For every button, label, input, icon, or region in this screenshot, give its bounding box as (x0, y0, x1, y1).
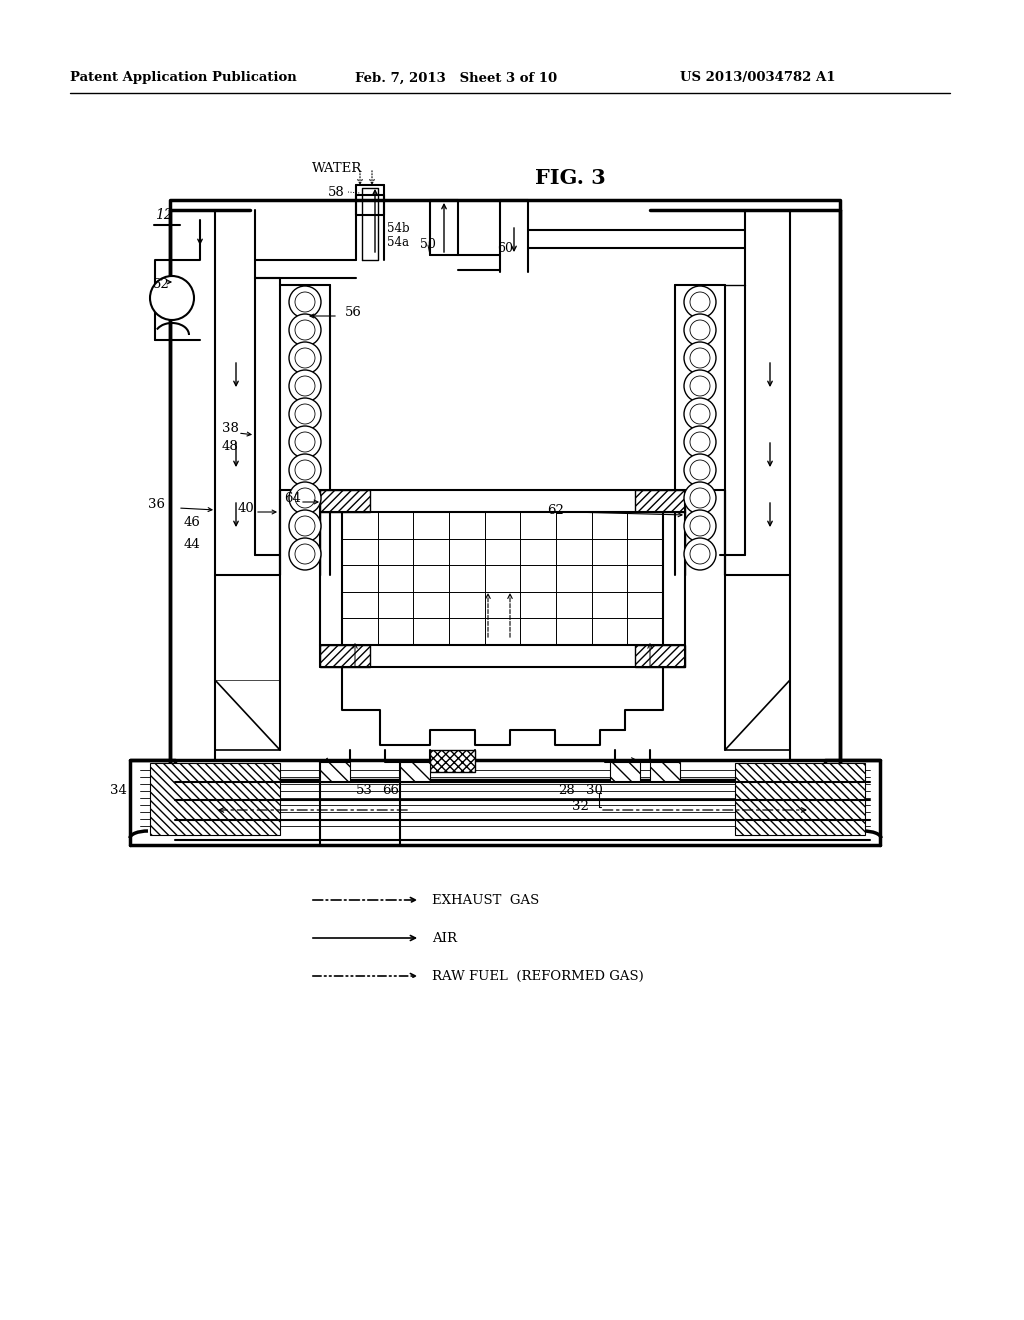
Circle shape (289, 426, 321, 458)
Text: 36: 36 (148, 499, 165, 511)
Circle shape (295, 459, 315, 480)
Circle shape (684, 454, 716, 486)
Text: EXHAUST  GAS: EXHAUST GAS (432, 894, 540, 907)
Text: 32: 32 (572, 800, 589, 813)
Circle shape (295, 292, 315, 312)
Circle shape (289, 342, 321, 374)
Circle shape (690, 432, 710, 451)
Text: Feb. 7, 2013   Sheet 3 of 10: Feb. 7, 2013 Sheet 3 of 10 (355, 71, 557, 84)
Text: 28: 28 (558, 784, 574, 796)
Text: 40: 40 (238, 502, 255, 515)
Circle shape (295, 516, 315, 536)
Circle shape (690, 459, 710, 480)
Bar (430, 750, 475, 772)
Text: 66: 66 (382, 784, 399, 796)
Text: 50: 50 (420, 239, 436, 252)
Bar (319, 490, 370, 512)
Bar (735, 763, 865, 836)
Circle shape (684, 342, 716, 374)
Bar (319, 645, 370, 667)
Circle shape (684, 510, 716, 543)
Circle shape (295, 488, 315, 508)
Bar (150, 763, 280, 836)
Text: 54a: 54a (387, 235, 409, 248)
Circle shape (289, 286, 321, 318)
Text: AIR: AIR (432, 932, 457, 945)
Circle shape (295, 404, 315, 424)
Bar (319, 762, 350, 781)
Text: RAW FUEL  (REFORMED GAS): RAW FUEL (REFORMED GAS) (432, 969, 644, 982)
Text: FIG. 3: FIG. 3 (535, 168, 605, 187)
Text: 58: 58 (328, 186, 345, 198)
Circle shape (690, 544, 710, 564)
Circle shape (690, 376, 710, 396)
Circle shape (150, 276, 194, 319)
Circle shape (289, 399, 321, 430)
Circle shape (289, 510, 321, 543)
Text: 44: 44 (184, 539, 201, 552)
Circle shape (684, 426, 716, 458)
Circle shape (289, 370, 321, 403)
Circle shape (690, 516, 710, 536)
Bar (610, 762, 640, 781)
Circle shape (684, 482, 716, 513)
Text: 48: 48 (222, 441, 239, 454)
Text: 46: 46 (184, 516, 201, 529)
Bar (400, 762, 430, 781)
Text: 62: 62 (547, 503, 564, 516)
Text: 56: 56 (345, 306, 361, 319)
Text: 30: 30 (586, 784, 603, 796)
Circle shape (684, 286, 716, 318)
Circle shape (690, 348, 710, 368)
Circle shape (289, 539, 321, 570)
Text: 54b: 54b (387, 222, 410, 235)
Circle shape (684, 539, 716, 570)
Circle shape (684, 399, 716, 430)
Bar (635, 490, 685, 512)
Text: US 2013/0034782 A1: US 2013/0034782 A1 (680, 71, 836, 84)
Circle shape (295, 432, 315, 451)
Circle shape (690, 404, 710, 424)
Text: 34: 34 (110, 784, 127, 796)
Text: 12: 12 (155, 209, 173, 222)
Bar (635, 645, 685, 667)
Circle shape (289, 454, 321, 486)
Circle shape (295, 544, 315, 564)
Text: Patent Application Publication: Patent Application Publication (70, 71, 297, 84)
Circle shape (289, 482, 321, 513)
Text: 53: 53 (356, 784, 373, 796)
Circle shape (684, 314, 716, 346)
Text: 64: 64 (284, 491, 301, 504)
Circle shape (295, 376, 315, 396)
Text: 60: 60 (497, 242, 513, 255)
Circle shape (295, 348, 315, 368)
Circle shape (690, 319, 710, 341)
Circle shape (690, 488, 710, 508)
Text: WATER: WATER (312, 161, 362, 174)
Circle shape (684, 370, 716, 403)
Text: 52: 52 (153, 279, 170, 292)
Circle shape (690, 292, 710, 312)
Bar (650, 762, 680, 781)
Circle shape (295, 319, 315, 341)
Circle shape (289, 314, 321, 346)
Text: 38: 38 (222, 421, 239, 434)
